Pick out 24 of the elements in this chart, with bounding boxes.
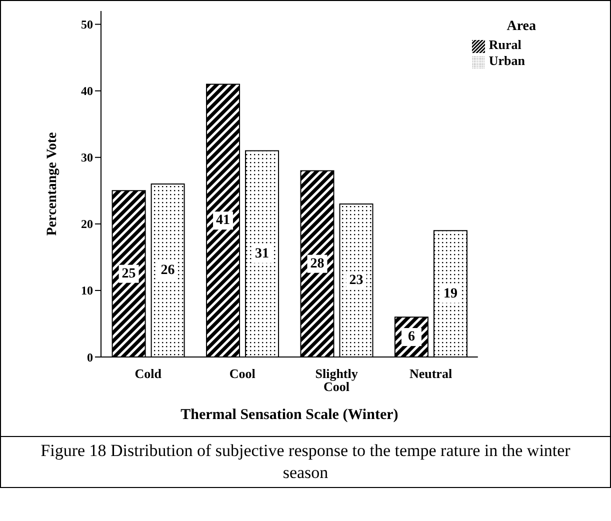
x-tick-label: Slightly Cool — [315, 366, 358, 394]
data-label: 6 — [408, 330, 415, 345]
x-tick-label: Cool — [229, 366, 256, 382]
data-label: 26 — [160, 263, 175, 278]
y-tick-label: 20 — [81, 217, 93, 232]
data-label: 25 — [122, 266, 136, 282]
legend-label: Urban — [488, 53, 525, 68]
data-label: 28 — [310, 256, 324, 272]
data-label: 19 — [443, 286, 458, 302]
legend-title: Area — [506, 19, 536, 35]
y-tick-label: 10 — [81, 284, 93, 298]
data-label: 41 — [216, 213, 230, 228]
y-tick-label: 40 — [81, 84, 93, 98]
x-axis-title: Thermal Sensation Scale (Winter) — [180, 407, 398, 423]
y-tick-label: 0 — [87, 350, 93, 364]
data-label: 31 — [255, 246, 270, 262]
y-tick-label: 30 — [81, 150, 93, 165]
x-tick-label: Neutral — [409, 366, 452, 382]
data-label: 23 — [349, 272, 364, 288]
y-axis-title: Percentange Vote — [44, 132, 60, 236]
legend-label: Rural — [488, 37, 522, 52]
caption: Figure 18 Distribution of subjective response to the tempe rature in the winter season — [40, 440, 572, 484]
x-tick-label: Cold — [134, 366, 162, 382]
y-tick-label: 50 — [81, 18, 93, 32]
